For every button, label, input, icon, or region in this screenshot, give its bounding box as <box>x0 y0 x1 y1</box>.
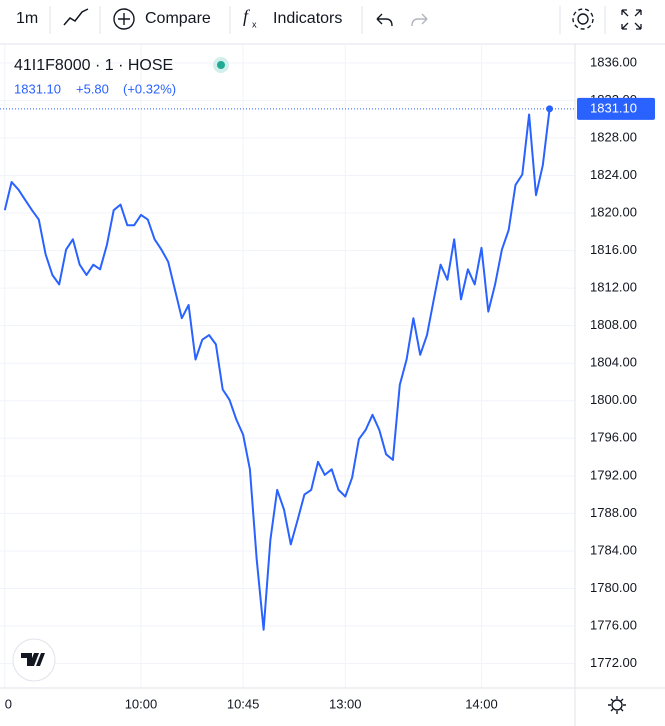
toolbar: 1m Compare f x Indicators <box>0 6 665 45</box>
indicators-icon: f <box>243 6 251 26</box>
axis-settings-button[interactable] <box>611 699 623 711</box>
axis-settings-rays <box>608 696 626 714</box>
last-price-badge <box>577 97 655 120</box>
y-tick-label: 1772.00 <box>590 655 637 670</box>
indicators-button[interactable]: Indicators <box>273 10 342 27</box>
chart-type-button[interactable] <box>63 8 89 26</box>
x-tick-label: 0 <box>5 696 12 711</box>
x-tick-label: 10:45 <box>227 696 260 711</box>
symbol-title: 41I1F8000 · 1 · HOSE <box>14 57 173 74</box>
y-tick-label: 1784.00 <box>590 542 637 557</box>
last-point <box>546 105 554 113</box>
settings-gear <box>572 8 594 30</box>
undo-button[interactable] <box>376 13 393 27</box>
quote-change-pct: (+0.32%) <box>123 81 176 96</box>
compare-icon <box>113 8 135 30</box>
y-tick-label: 1816.00 <box>590 242 637 257</box>
y-tick-label: 1800.00 <box>590 392 637 407</box>
settings-button[interactable] <box>577 13 589 25</box>
quote-last: 1831.10 <box>14 81 61 96</box>
fullscreen-button[interactable] <box>621 9 642 30</box>
y-tick-label: 1804.00 <box>590 355 637 370</box>
y-tick-label: 1824.00 <box>590 167 637 182</box>
y-tick-label: 1820.00 <box>590 204 637 219</box>
tradingview-logo-mark <box>21 653 45 666</box>
market-status <box>217 61 225 69</box>
x-tick-label: 10:00 <box>125 696 158 711</box>
compare-icon-plus <box>118 13 130 25</box>
quote-change: +5.80 <box>76 81 109 96</box>
x-tick-label: 14:00 <box>465 696 498 711</box>
plot <box>0 105 575 631</box>
x-tick-label: 13:00 <box>329 696 362 711</box>
redo-button[interactable] <box>411 13 428 27</box>
y-tick-label: 1796.00 <box>590 430 637 445</box>
price-axis: 1772.00 1776.00 1780.00 1784.00 1788.00 1792.… <box>5 54 655 711</box>
compare-button[interactable]: Compare <box>145 10 211 27</box>
price-line <box>3 108 551 631</box>
y-tick-label: 1788.00 <box>590 505 637 520</box>
y-tick-label: 1836.00 <box>590 54 637 69</box>
y-tick-label: 1780.00 <box>590 580 637 595</box>
y-tick-label: 1776.00 <box>590 617 637 632</box>
grid <box>0 45 575 688</box>
y-tick-label: 1812.00 <box>590 280 637 295</box>
y-tick-label: 1792.00 <box>590 467 637 482</box>
interval-button[interactable]: 1m <box>16 10 38 27</box>
y-tick-label: 1828.00 <box>590 129 637 144</box>
y-tick-label: 1808.00 <box>590 317 637 332</box>
last-price-label: 1831.10 <box>590 100 637 115</box>
indicators-icon-x: x <box>252 19 257 29</box>
